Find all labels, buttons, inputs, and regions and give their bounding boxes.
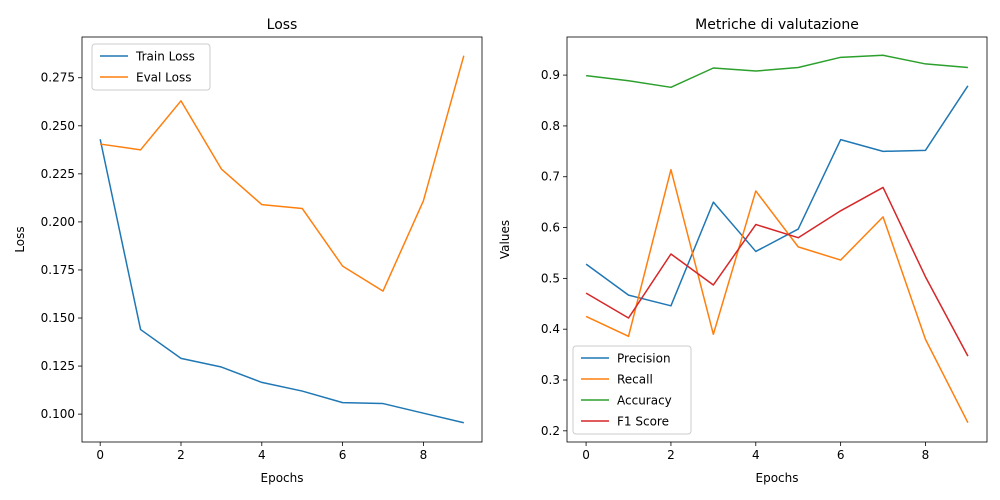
legend-box (572, 345, 692, 435)
y-axis-label: Loss (13, 226, 27, 252)
x-tick-label: 0 (582, 448, 590, 462)
series-line-accuracy (586, 54, 968, 89)
y-tick-label: 0.2 (541, 424, 560, 438)
y-tick-label: 0.150 (41, 311, 75, 325)
x-axis-label: Epochs (756, 471, 799, 485)
y-tick-label: 0.200 (41, 215, 75, 229)
x-axis-label: Epochs (261, 471, 304, 485)
legend: Train Loss Eval Loss (91, 43, 211, 91)
series-line-f1-score (585, 186, 969, 357)
legend-label: Accuracy (617, 394, 672, 408)
chart-1: Metriche di valutazione 0 2 4 6 8 0.2 0.3 0.4 0.5… (498, 17, 988, 485)
legend-label: Eval Loss (136, 71, 192, 85)
series-line-recall (585, 168, 969, 424)
x-tick-label: 8 (420, 448, 428, 462)
y-tick-label: 0.7 (541, 170, 560, 184)
y-tick-label: 0.4 (541, 322, 560, 336)
series-line-eval-loss (100, 55, 465, 292)
y-axis-label: Values (498, 220, 512, 259)
x-tick-label: 4 (258, 448, 266, 462)
legend-label: F1 Score (617, 415, 669, 429)
y-tick-label: 0.275 (41, 71, 75, 85)
plot-frame (81, 36, 483, 443)
x-tick-label: 6 (339, 448, 347, 462)
series-line-precision (585, 85, 969, 307)
plot-frame (566, 36, 988, 443)
y-tick-label: 0.250 (41, 119, 75, 133)
chart-title: Metriche di valutazione (695, 17, 859, 33)
legend-label: Precision (617, 352, 671, 366)
x-tick-label: 2 (667, 448, 675, 462)
y-tick-label: 0.100 (41, 407, 75, 421)
y-tick-label: 0.9 (541, 68, 560, 82)
chart-0: Loss 0 2 4 6 8 0.100 0.125 0.150 0.175 0.200 0.225 0… (13, 17, 483, 485)
chart-title: Loss (267, 17, 298, 33)
y-tick-label: 0.175 (41, 263, 75, 277)
series-line-train-loss (99, 139, 464, 424)
legend-label: Recall (617, 373, 653, 387)
y-tick-label: 0.5 (541, 271, 560, 285)
y-tick-label: 0.8 (541, 119, 560, 133)
legend: Precision Recall Accuracy F1 Score (572, 345, 692, 435)
x-tick-label: 6 (837, 448, 845, 462)
y-tick-label: 0.3 (541, 373, 560, 387)
legend-label: Train Loss (135, 50, 195, 64)
y-tick-label: 0.225 (41, 167, 75, 181)
y-tick-label: 0.6 (541, 221, 560, 235)
y-tick-label: 0.125 (41, 359, 75, 373)
x-tick-label: 0 (96, 448, 104, 462)
x-tick-label: 2 (177, 448, 185, 462)
x-tick-label: 8 (922, 448, 930, 462)
x-tick-label: 4 (752, 448, 760, 462)
